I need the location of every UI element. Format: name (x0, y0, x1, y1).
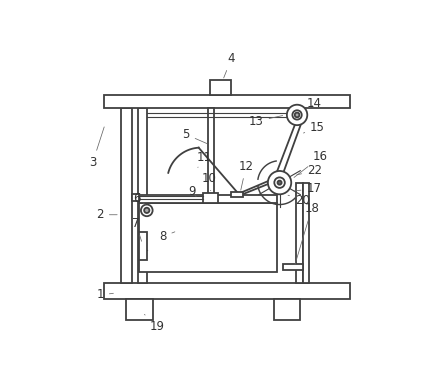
Text: 11: 11 (196, 151, 211, 168)
Text: 15: 15 (303, 121, 325, 134)
Bar (120, 108, 132, 283)
Bar (139, 232, 147, 260)
Text: 9: 9 (188, 185, 196, 198)
Bar (138, 108, 148, 283)
Bar (231, 192, 242, 197)
Bar (203, 193, 218, 203)
Circle shape (287, 105, 307, 125)
Bar (132, 194, 140, 201)
Text: 18: 18 (295, 202, 319, 265)
Bar (140, 196, 276, 203)
Circle shape (277, 181, 282, 185)
Text: 17: 17 (294, 182, 322, 195)
Text: 8: 8 (159, 230, 175, 243)
Bar (283, 265, 303, 270)
Text: 16: 16 (294, 150, 328, 177)
Bar (105, 95, 350, 108)
Text: 2: 2 (96, 208, 117, 221)
Text: 10: 10 (202, 172, 217, 191)
Text: 13: 13 (249, 115, 283, 128)
Circle shape (274, 177, 285, 188)
Text: 6: 6 (133, 192, 145, 205)
Bar (208, 108, 214, 203)
Circle shape (295, 113, 299, 117)
Circle shape (141, 205, 153, 216)
Text: 12: 12 (238, 160, 253, 190)
Circle shape (144, 208, 149, 213)
Circle shape (292, 110, 302, 120)
Bar (105, 283, 350, 299)
Bar (303, 183, 309, 283)
Text: 7: 7 (132, 217, 142, 241)
Text: 5: 5 (183, 128, 207, 144)
Bar (140, 203, 276, 272)
Text: 4: 4 (224, 52, 235, 78)
Text: 3: 3 (89, 127, 104, 169)
Bar (296, 183, 303, 283)
Bar (210, 80, 231, 95)
Bar (126, 299, 153, 320)
Circle shape (268, 171, 291, 194)
Text: 19: 19 (144, 315, 164, 333)
Text: 22: 22 (297, 164, 322, 177)
Text: 14: 14 (307, 97, 322, 110)
Text: 1: 1 (96, 288, 113, 302)
Text: 20: 20 (288, 194, 310, 207)
Bar (274, 299, 300, 320)
